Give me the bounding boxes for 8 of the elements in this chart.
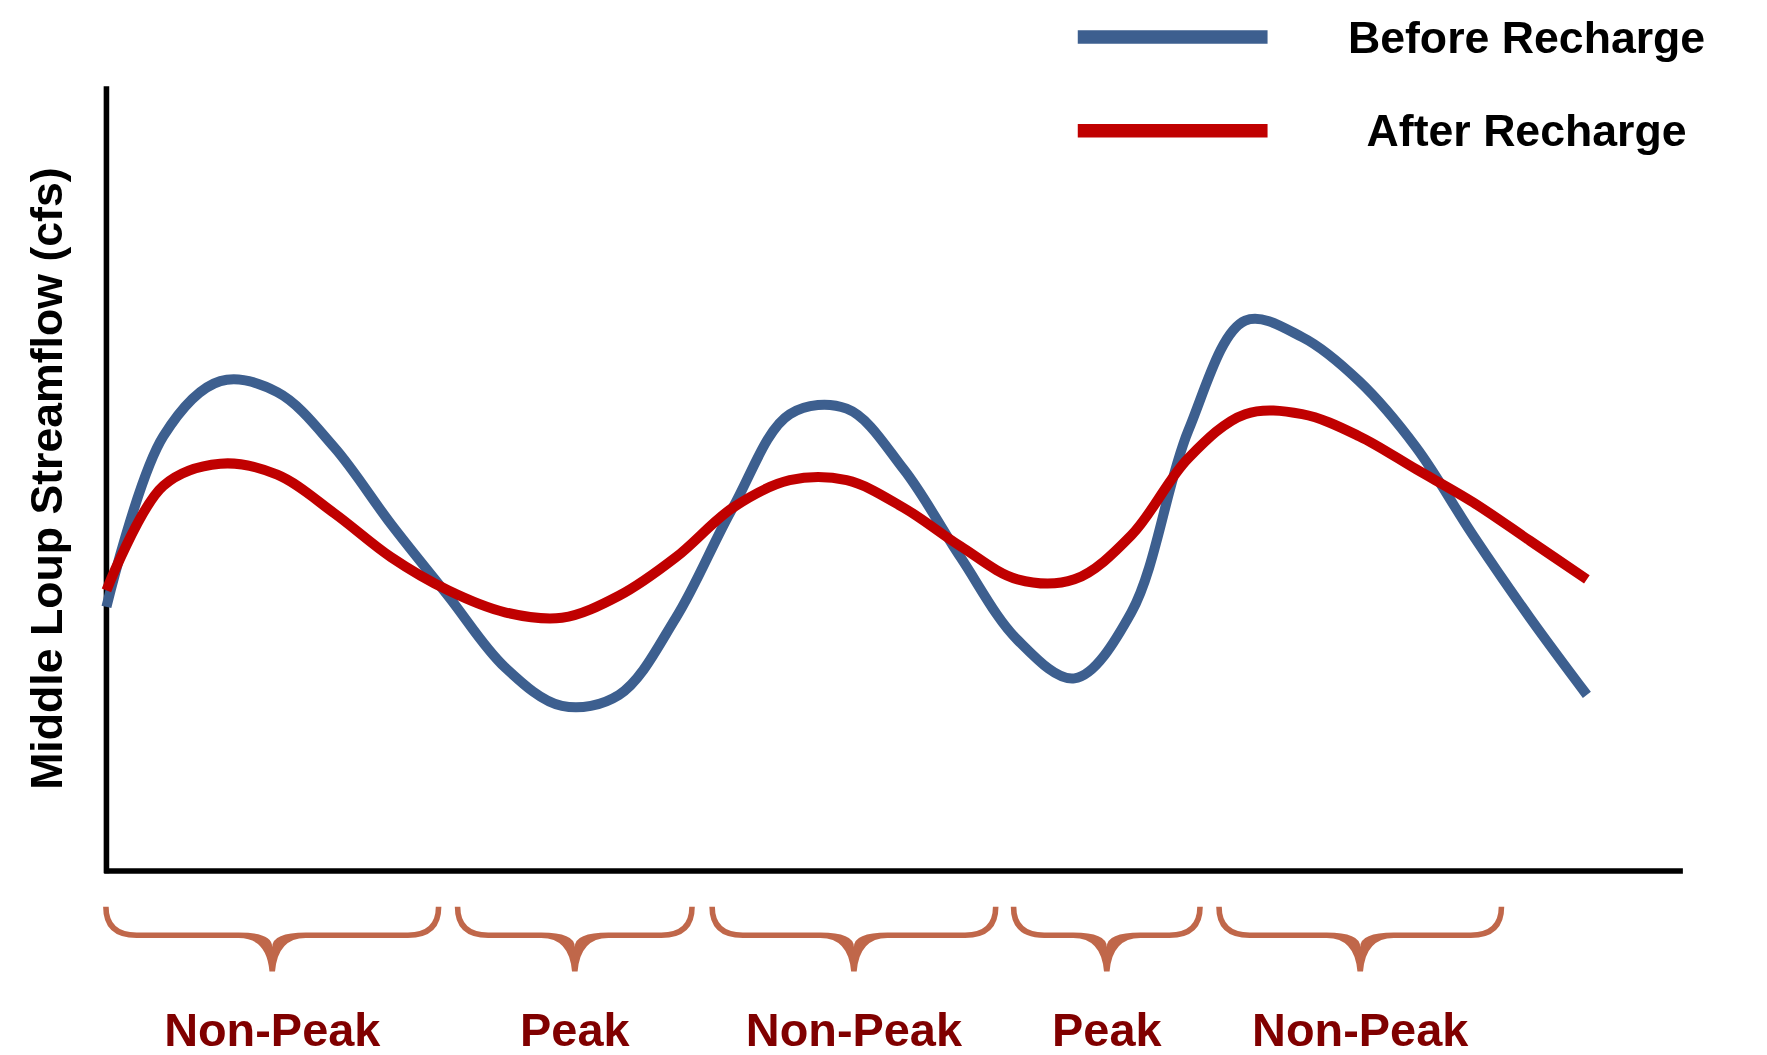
text: Peak — [520, 1004, 631, 1055]
legend-label: Before Recharge — [1347, 12, 1706, 62]
y-axis-title: Middle Loup Streamflow (cfs) — [21, 167, 71, 790]
legend-label: After Recharge — [1366, 106, 1687, 156]
text: Non-Peak — [164, 1004, 382, 1055]
text: Peak — [1052, 1004, 1163, 1055]
text: Non-Peak — [1252, 1004, 1470, 1055]
text: Non-Peak — [745, 1004, 963, 1055]
